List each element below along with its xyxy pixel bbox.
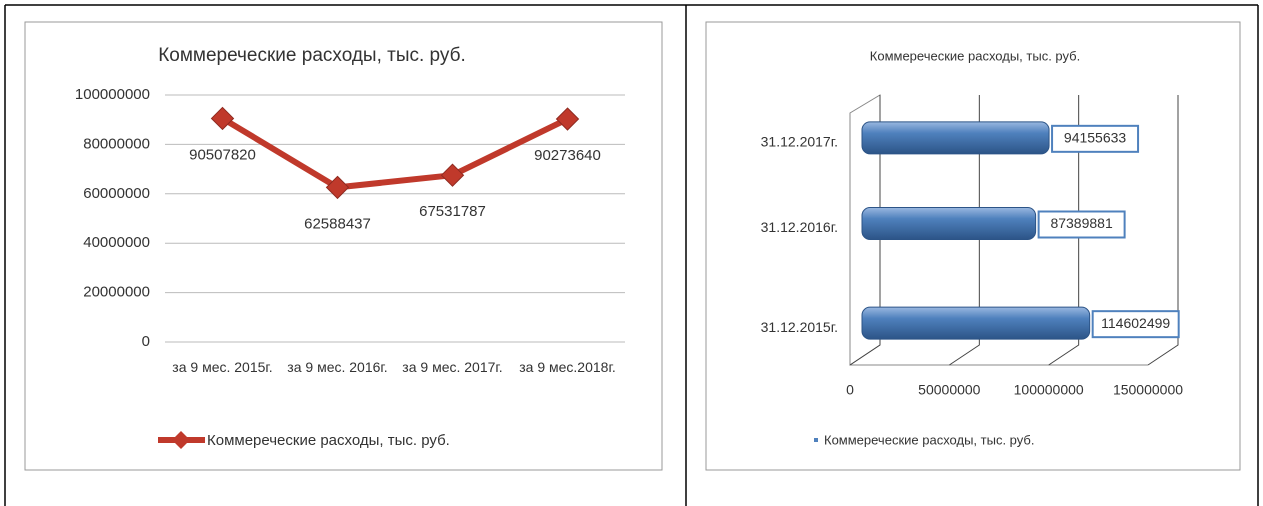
- data-label-box: [1037, 210, 1126, 239]
- legend-label: Коммеречеcкие расходы, тыс. руб.: [207, 432, 450, 449]
- y-tick-label: 31.12.2015г.: [761, 319, 838, 335]
- data-label: 114602499: [1101, 315, 1170, 331]
- grid-line: [1048, 95, 1080, 366]
- y-tick-label: 60000000: [83, 185, 150, 202]
- y-tick-label: 0: [142, 333, 150, 350]
- data-label: 62588437: [304, 215, 371, 232]
- y-tick-label: 31.12.2017г.: [761, 134, 838, 150]
- chart-title: Коммеречеcкие расходы, тыс. руб.: [870, 48, 1080, 63]
- x-tick-label: за 9 мес. 2017г.: [402, 359, 503, 375]
- chart-frame: [705, 21, 1241, 471]
- x-tick-label-box: за 9 мес.2018г.: [519, 359, 616, 375]
- data-label-box: [1051, 124, 1140, 153]
- data-label-box: [1091, 310, 1180, 339]
- grid-line: [849, 95, 881, 366]
- x-tick-label-box: за 9 мес. 2015г.: [172, 359, 273, 375]
- data-label: 67531787: [419, 203, 486, 220]
- x-tick-label: 50000000: [918, 382, 981, 398]
- bar: [861, 306, 1091, 340]
- y-tick-label: 80000000: [83, 135, 150, 152]
- series-line: [220, 115, 569, 191]
- x-tick-label: 150000000: [1113, 382, 1183, 398]
- data-label: 90507820: [189, 146, 256, 163]
- legend-marker: [172, 431, 190, 449]
- bar: [861, 207, 1037, 240]
- bar: [861, 121, 1050, 155]
- marker: [440, 163, 465, 187]
- table-frame: [4, 4, 1259, 506]
- chart-title: Коммеречеcкие расходы, тыс. руб.: [158, 45, 466, 66]
- data-label: 87389881: [1050, 215, 1113, 231]
- marker: [210, 106, 235, 131]
- x-tick-label-box: за 9 мес. 2017г.: [402, 359, 503, 375]
- legend-swatch: [814, 438, 818, 442]
- x-tick-label: за 9 мес.2018г.: [519, 359, 616, 375]
- legend-label: Коммеречеcкие расходы, тыс. руб.: [824, 432, 1034, 447]
- x-tick-label: за 9 мес. 2016г.: [287, 359, 388, 375]
- y-tick-label: 100000000: [75, 86, 150, 103]
- x-tick-label: за 9 мес. 2015г.: [172, 359, 273, 375]
- data-label: 94155633: [1064, 130, 1127, 146]
- y-tick-label: 40000000: [83, 234, 150, 251]
- data-label: 90273640: [534, 147, 601, 164]
- marker: [325, 175, 350, 200]
- x-tick-label: 100000000: [1014, 382, 1084, 398]
- marker: [555, 107, 580, 131]
- grid-line: [1147, 95, 1179, 366]
- x-tick-label: 0: [846, 382, 854, 398]
- chart-frame: [24, 21, 663, 471]
- y-tick-label: 20000000: [83, 284, 150, 301]
- y-tick-label: 31.12.2016г.: [761, 219, 838, 235]
- grid-line: [949, 95, 980, 366]
- x-tick-label-box: за 9 мес. 2016г.: [287, 359, 388, 375]
